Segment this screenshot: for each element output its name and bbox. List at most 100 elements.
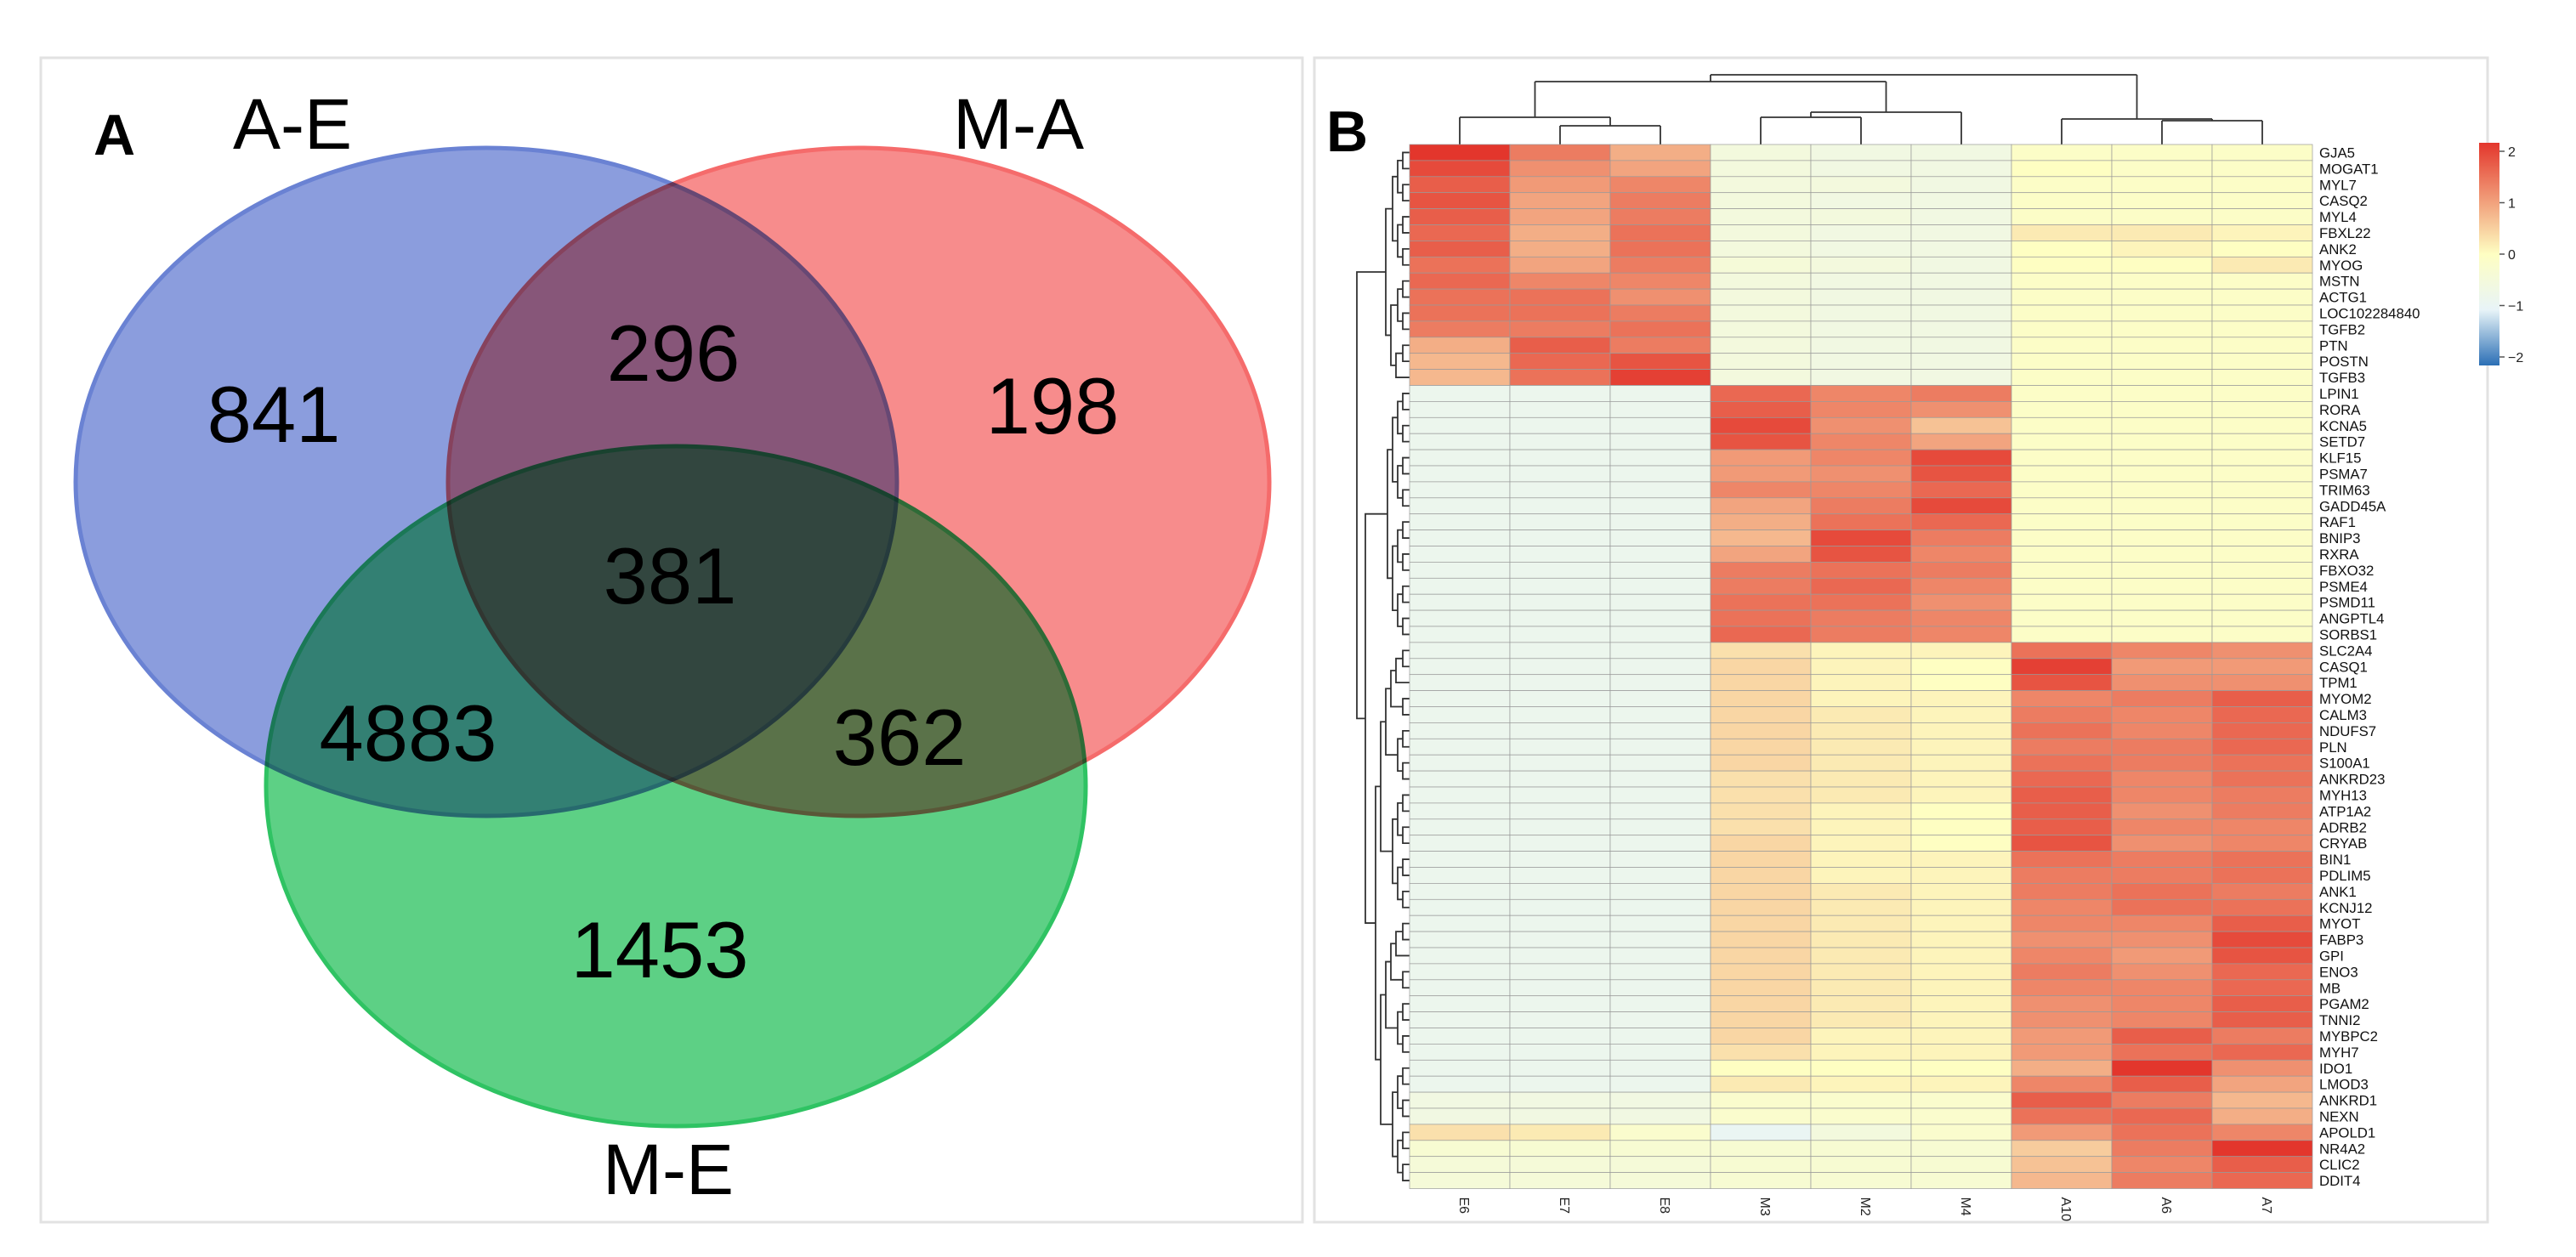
gene-label-fbxo32: FBXO32 bbox=[2319, 563, 2374, 579]
heatmap-cell-rxra-e8 bbox=[1609, 546, 1711, 563]
heatmap-cell-myl7-a10 bbox=[2011, 176, 2113, 194]
heatmap-cell-apold1-a6 bbox=[2111, 1124, 2213, 1141]
heatmap-cell-raf1-e7 bbox=[1509, 513, 1611, 530]
heatmap-cell-pdlim5-m4 bbox=[1910, 867, 2012, 884]
heatmap-cell-gadd45a-m2 bbox=[1810, 497, 1912, 515]
row-dendrogram-branch bbox=[1402, 585, 1410, 603]
heatmap-cell-nr4a2-e8 bbox=[1609, 1140, 1711, 1158]
heatmap-cell-myh7-m4 bbox=[1910, 1044, 2012, 1061]
row-dendrogram-branch bbox=[1402, 1099, 1410, 1118]
heatmap-cell-postn-a10 bbox=[2011, 353, 2113, 370]
heatmap-cell-ankrd23-a6 bbox=[2111, 770, 2213, 788]
heatmap-cell-gja5-a10 bbox=[2011, 144, 2113, 161]
heatmap-cell-ank2-m4 bbox=[1910, 241, 2012, 258]
gene-label-casq1: CASQ1 bbox=[2319, 659, 2368, 675]
heatmap-cell-ank1-a7 bbox=[2211, 883, 2313, 900]
gene-label-ankrd1: ANKRD1 bbox=[2319, 1093, 2377, 1109]
heatmap-cell-tpm1-e7 bbox=[1509, 674, 1611, 691]
heatmap-cell-lmod3-m4 bbox=[1910, 1075, 2012, 1093]
heatmap-cell-tnni2-e8 bbox=[1609, 1011, 1711, 1028]
heatmap-cell-calm3-m4 bbox=[1910, 706, 2012, 723]
heatmap-cell-apold1-m2 bbox=[1810, 1124, 1912, 1141]
heatmap-cell-myh13-a6 bbox=[2111, 786, 2213, 804]
heatmap-cell-ndufs7-m4 bbox=[1910, 722, 2012, 739]
heatmap-cell-setd7-e6 bbox=[1409, 433, 1511, 450]
heatmap-cell-postn-m4 bbox=[1910, 353, 2012, 370]
heatmap-cell-loc102284840-m3 bbox=[1710, 304, 1812, 322]
heatmap-cell-rxra-m4 bbox=[1910, 546, 2012, 563]
row-dendrogram-branch bbox=[1402, 553, 1410, 571]
heatmap-cell-myot-e7 bbox=[1509, 914, 1611, 932]
heatmap-cell-myl7-m4 bbox=[1910, 176, 2012, 194]
heatmap-cell-clic2-m4 bbox=[1910, 1156, 2012, 1173]
heatmap-cell-eno3-a6 bbox=[2111, 963, 2213, 981]
venn-label-m-a: M-A bbox=[953, 84, 1084, 164]
heatmap-cell-gpi-m2 bbox=[1810, 947, 1912, 965]
heatmap-cell-tgfb2-m4 bbox=[1910, 320, 2012, 338]
heatmap-cell-cryab-m4 bbox=[1910, 835, 2012, 852]
heatmap-cell-mb-e7 bbox=[1509, 979, 1611, 997]
heatmap-panel: B GJA5MOGAT1MYL7CASQ2MYL4FBXL22ANK2MYOGM… bbox=[1326, 74, 2523, 1221]
heatmap-cell-nexn-e7 bbox=[1509, 1107, 1611, 1125]
heatmap-cell-atp1a2-m4 bbox=[1910, 802, 2012, 820]
heatmap-cell-pgam2-e6 bbox=[1409, 995, 1511, 1012]
heatmap-cell-ptn-m2 bbox=[1810, 337, 1912, 354]
heatmap-cell-pln-m2 bbox=[1810, 738, 1912, 756]
gene-label-pgam2: PGAM2 bbox=[2319, 996, 2369, 1012]
heatmap-cell-adrb2-a7 bbox=[2211, 818, 2313, 836]
heatmap-cell-actg1-e6 bbox=[1409, 288, 1511, 306]
heatmap-cell-bnip3-a10 bbox=[2011, 529, 2113, 546]
heatmap-cell-slc2a4-m3 bbox=[1710, 642, 1812, 660]
heatmap-cell-fbxl22-a7 bbox=[2211, 224, 2313, 241]
heatmap-cell-myom2-e6 bbox=[1409, 690, 1511, 707]
heatmap-cell-pln-e6 bbox=[1409, 738, 1511, 756]
heatmap-cell-myh13-m3 bbox=[1710, 786, 1812, 804]
gene-label-mstn: MSTN bbox=[2319, 274, 2360, 290]
heatmap-cell-ndufs7-a6 bbox=[2111, 722, 2213, 739]
gene-label-mogat1: MOGAT1 bbox=[2319, 161, 2379, 177]
heatmap-cell-ankrd1-a10 bbox=[2011, 1091, 2113, 1109]
heatmap-cell-mybpc2-e8 bbox=[1609, 1028, 1711, 1045]
heatmap-cell-gja5-e6 bbox=[1409, 144, 1511, 161]
heatmap-cell-ido1-a10 bbox=[2011, 1059, 2113, 1077]
heatmap-cell-gja5-e7 bbox=[1509, 144, 1611, 161]
row-dendrogram-branch bbox=[1402, 312, 1410, 331]
heatmap-cell-ndufs7-a10 bbox=[2011, 722, 2113, 739]
row-dendrogram-branch bbox=[1385, 960, 1398, 1029]
heatmap-cell-lmod3-e7 bbox=[1509, 1075, 1611, 1093]
heatmap-cell-ptn-e7 bbox=[1509, 337, 1611, 354]
heatmap-cell-casq1-m2 bbox=[1810, 658, 1912, 676]
heatmap-cell-pgam2-e8 bbox=[1609, 995, 1711, 1012]
heatmap-cell-psma7-e7 bbox=[1509, 465, 1611, 483]
row-dendrogram-branch bbox=[1402, 617, 1410, 636]
heatmap-cell-setd7-m4 bbox=[1910, 433, 2012, 450]
heatmap-cell-ank2-e6 bbox=[1409, 241, 1511, 258]
heatmap-cell-myh7-a6 bbox=[2111, 1044, 2213, 1061]
heatmap-cell-rxra-a7 bbox=[2211, 546, 2313, 563]
heatmap-cell-raf1-e6 bbox=[1409, 513, 1511, 530]
heatmap-cell-gja5-e8 bbox=[1609, 144, 1711, 161]
heatmap-cell-ank2-e7 bbox=[1509, 241, 1611, 258]
row-dendrogram-branch bbox=[1402, 344, 1410, 363]
heatmap-cell-ank1-e8 bbox=[1609, 883, 1711, 900]
heatmap-cell-nexn-m3 bbox=[1710, 1107, 1812, 1125]
heatmap-cell-myl4-m4 bbox=[1910, 208, 2012, 225]
heatmap-cell-rxra-e7 bbox=[1509, 546, 1611, 563]
heatmap-cell-klf15-a7 bbox=[2211, 449, 2313, 467]
heatmap-cell-ank2-a10 bbox=[2011, 241, 2113, 258]
heatmap-cell-mybpc2-m2 bbox=[1810, 1028, 1912, 1045]
heatmap-cell-cryab-m2 bbox=[1810, 835, 1912, 852]
heatmap-cell-eno3-a10 bbox=[2011, 963, 2113, 981]
venn-label-m-e: M-E bbox=[603, 1130, 734, 1209]
heatmap-cell-myl4-a6 bbox=[2111, 208, 2213, 225]
heatmap-cell-myl4-a7 bbox=[2211, 208, 2313, 225]
heatmap-cell-lpin1-a7 bbox=[2211, 385, 2313, 402]
heatmap-cell-psmd11-e6 bbox=[1409, 593, 1511, 611]
heatmap-cell-tgfb3-a6 bbox=[2111, 369, 2213, 386]
heatmap-cell-eno3-e7 bbox=[1509, 963, 1611, 981]
heatmap-cell-ido1-m3 bbox=[1710, 1059, 1812, 1077]
heatmap-cell-rora-m3 bbox=[1710, 401, 1812, 418]
heatmap-cell-nr4a2-m3 bbox=[1710, 1140, 1812, 1158]
heatmap-cell-trim63-a6 bbox=[2111, 481, 2213, 499]
heatmap-cell-fbxl22-m4 bbox=[1910, 224, 2012, 241]
